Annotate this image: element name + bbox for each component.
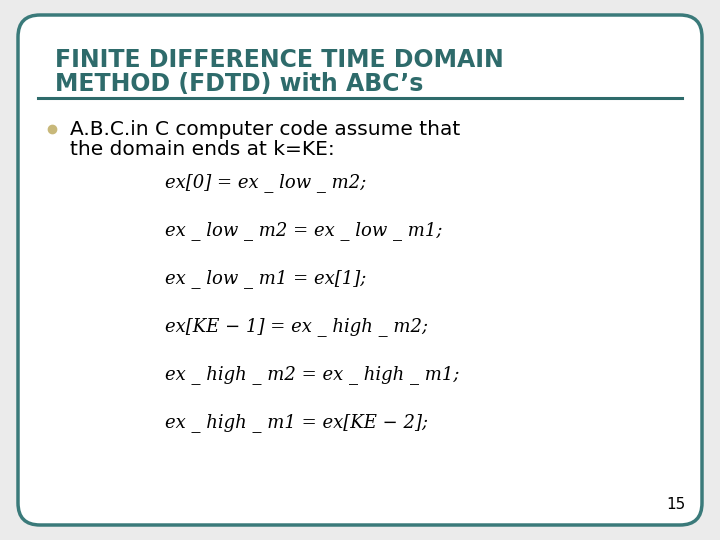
Text: METHOD (FDTD) with ABC’s: METHOD (FDTD) with ABC’s [55,72,423,96]
FancyBboxPatch shape [18,15,702,525]
Text: ex _ high _ m1 = ex[KE − 2];: ex _ high _ m1 = ex[KE − 2]; [165,413,428,432]
Text: ex[0] = ex _ low _ m2;: ex[0] = ex _ low _ m2; [165,173,366,192]
Text: ex[KE − 1] = ex _ high _ m2;: ex[KE − 1] = ex _ high _ m2; [165,317,428,336]
Text: the domain ends at k=KE:: the domain ends at k=KE: [70,140,335,159]
Text: ex _ low _ m1 = ex[1];: ex _ low _ m1 = ex[1]; [165,269,366,288]
Text: A.B.C.in C computer code assume that: A.B.C.in C computer code assume that [70,120,460,139]
Text: FINITE DIFFERENCE TIME DOMAIN: FINITE DIFFERENCE TIME DOMAIN [55,48,504,72]
Text: ex _ low _ m2 = ex _ low _ m1;: ex _ low _ m2 = ex _ low _ m1; [165,221,443,240]
Text: 15: 15 [667,497,685,512]
Text: ex _ high _ m2 = ex _ high _ m1;: ex _ high _ m2 = ex _ high _ m1; [165,365,459,384]
